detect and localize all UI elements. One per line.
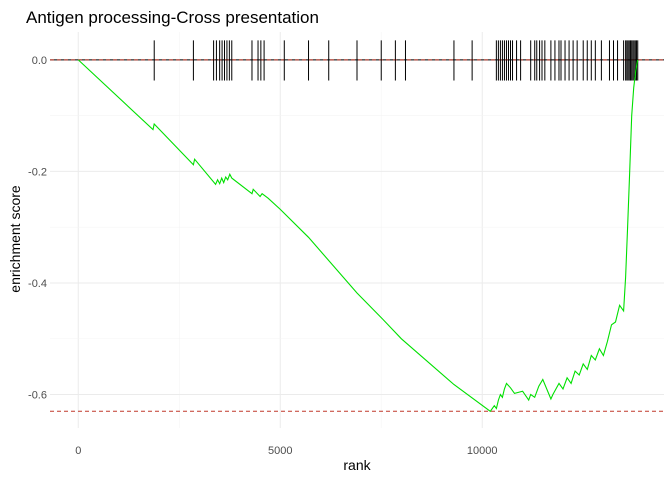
y-tick-label: 0.0 [32, 55, 47, 67]
enrichment-curve [77, 59, 639, 413]
y-axis-ticks: 0.0 -0.2 -0.4 -0.6 [28, 55, 47, 402]
chart-title: Antigen processing-Cross presentation [26, 8, 319, 27]
y-tick-label: -0.6 [28, 390, 47, 402]
x-axis-title: rank [343, 457, 371, 473]
x-tick-label: 0 [75, 445, 81, 457]
x-axis-ticks: 0 5000 10000 [75, 445, 497, 457]
x-tick-label: 5000 [268, 445, 292, 457]
gene-hit-marks [153, 40, 639, 81]
y-axis-title: enrichment score [7, 185, 23, 293]
reference-lines [50, 59, 664, 412]
y-tick-label: -0.2 [28, 166, 47, 178]
series-line [77, 59, 639, 413]
y-tick-label: -0.4 [28, 278, 47, 290]
x-tick-label: 10000 [467, 445, 498, 457]
grid-lines [50, 32, 664, 428]
